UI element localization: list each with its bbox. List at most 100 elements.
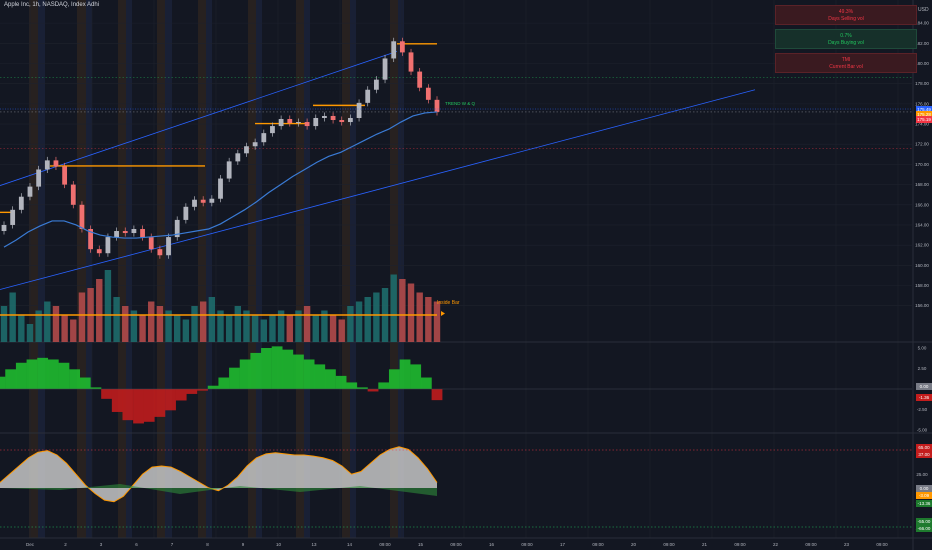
osc-hist-21 — [218, 377, 230, 389]
osc-hist-15 — [154, 389, 166, 417]
osc-hist-8 — [79, 377, 91, 389]
bar-label-annotation: TREND W & Q — [445, 101, 475, 106]
session-band-11 — [256, 0, 262, 538]
candle-body-35 — [304, 122, 310, 127]
osc-hist-0 — [0, 376, 6, 389]
volume-bar-28 — [243, 310, 250, 342]
session-band-12 — [296, 0, 304, 538]
candle-body-32 — [278, 119, 284, 127]
session-band-8 — [198, 0, 206, 538]
osc2-tag-1: 37.00 — [916, 450, 932, 458]
candle-body-43 — [373, 79, 379, 90]
ema-line — [3, 111, 438, 248]
volume-bar-21 — [182, 319, 190, 342]
price-tick-12: 160.00 — [915, 263, 929, 268]
price-tick-13: 158.00 — [915, 283, 929, 288]
candle-body-47 — [408, 52, 414, 72]
osc2-tag-5: -55.00 — [916, 517, 932, 525]
candle-body-1 — [10, 209, 16, 225]
info-box-2: TMI Current Bar vol — [775, 53, 917, 73]
volume-bar-34 — [295, 310, 302, 342]
x-tick-17: 20 — [631, 542, 637, 547]
session-band-6 — [157, 0, 165, 538]
inside-bar-annotation: Inside Bar — [437, 300, 460, 306]
osc-hist-28 — [293, 354, 304, 389]
candle-body-36 — [313, 117, 319, 127]
osc-hist-33 — [346, 382, 358, 389]
info-box-1: 0.7% Days Buying vol — [775, 29, 917, 49]
candle-body-26 — [226, 161, 232, 179]
candle-body-28 — [244, 146, 249, 154]
volume-bar-1 — [9, 292, 16, 342]
candle-body-40 — [348, 117, 353, 123]
volume-bar-22 — [191, 306, 198, 342]
candle-body-22 — [192, 199, 197, 207]
osc-tag-1: -1.36 — [916, 393, 932, 401]
price-tick-4: 176.00 — [915, 101, 929, 106]
candle-body-49 — [425, 87, 431, 100]
chart-title: Apple Inc, 1h, NASDAQ, Index Adhi — [4, 2, 100, 8]
osc2-lower-fill — [0, 484, 437, 496]
osc2-tag-2: 0.00 — [916, 484, 932, 492]
x-tick-2: 3 — [100, 542, 103, 547]
price-tick-6: 172.00 — [915, 142, 929, 147]
volume-bar-25 — [217, 310, 224, 342]
candle-body-38 — [330, 115, 336, 121]
candle-body-14 — [122, 231, 128, 234]
osc-hist-11 — [111, 389, 123, 412]
candle-body-42 — [365, 89, 371, 103]
session-band-2 — [77, 0, 86, 538]
info-box-value: 0.7% — [840, 33, 852, 39]
price-tick-1: 182.00 — [915, 41, 929, 46]
osc-tick-0: 5.00 — [918, 346, 927, 351]
session-band-5 — [126, 0, 132, 538]
osc-hist-18 — [186, 389, 198, 394]
price-tick-9: 166.00 — [915, 202, 929, 207]
x-tick-8: 13 — [311, 542, 317, 547]
volume-bar-19 — [165, 310, 172, 342]
price-tick-14: 156.00 — [915, 303, 929, 308]
candle-body-12 — [105, 237, 111, 254]
osc-hist-40 — [420, 377, 432, 389]
volume-bar-8 — [70, 319, 77, 342]
osc-hist-20 — [207, 385, 219, 389]
volume-bar-32 — [277, 310, 285, 342]
x-tick-10: 09:00 — [379, 542, 391, 547]
candle-body-30 — [261, 133, 267, 143]
session-band-1 — [38, 0, 45, 538]
candle-body-7 — [62, 166, 68, 185]
candle-body-9 — [79, 204, 85, 229]
osc-hist-5 — [47, 359, 59, 389]
osc-tick-1: 2.50 — [918, 366, 927, 371]
candle-body-29 — [252, 142, 258, 147]
price-tick-7: 170.00 — [915, 162, 929, 167]
osc2-tag-3: -3.09 — [916, 491, 932, 499]
price-tag-1: 175.28 — [916, 111, 932, 119]
volume-bar-24 — [208, 297, 216, 342]
volume-bar-31 — [269, 315, 276, 342]
candle-body-21 — [183, 206, 189, 220]
info-box-label: Days Buying vol — [828, 40, 864, 46]
candle-body-16 — [140, 228, 145, 238]
volume-bar-27 — [234, 306, 242, 342]
x-tick-16: 09:00 — [592, 542, 604, 547]
candle-body-5 — [44, 160, 50, 170]
osc-hist-31 — [325, 369, 336, 389]
price-tick-0: 184.00 — [915, 21, 929, 26]
volume-bar-23 — [199, 301, 207, 342]
candle-body-41 — [356, 102, 362, 118]
volume-bar-7 — [61, 315, 68, 342]
price-tick-5: 174.00 — [915, 122, 929, 127]
channel-line-upper — [0, 51, 398, 186]
volume-bar-9 — [78, 292, 86, 342]
osc-tag-0: 0.00 — [916, 382, 932, 390]
volume-bar-40 — [347, 306, 354, 342]
price-tick-10: 164.00 — [915, 222, 929, 227]
volume-bar-50 — [433, 301, 441, 342]
volume-bar-42 — [364, 297, 371, 342]
osc-hist-7 — [69, 369, 81, 389]
price-tick-11: 162.00 — [915, 243, 929, 248]
x-tick-22: 09:00 — [805, 542, 817, 547]
candle-body-3 — [27, 186, 33, 197]
